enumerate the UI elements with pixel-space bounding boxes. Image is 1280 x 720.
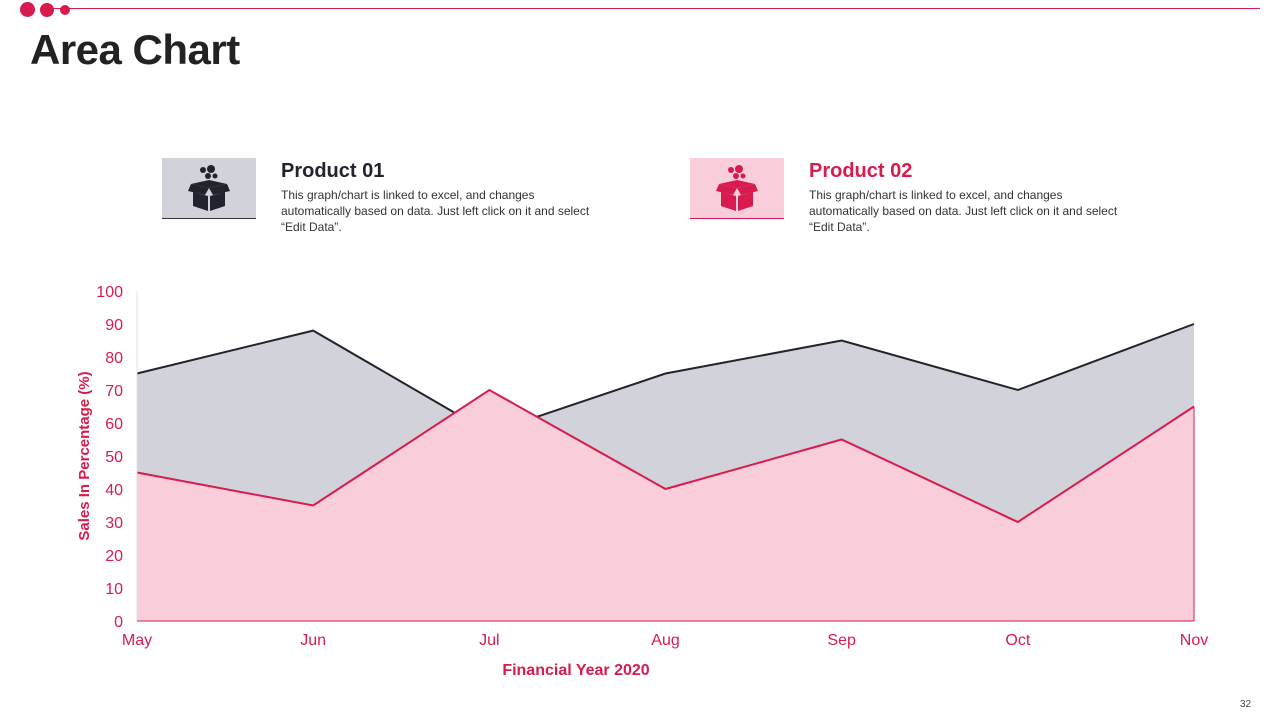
x-tick-label: Oct	[1005, 632, 1030, 649]
legend-underline	[690, 218, 784, 219]
top-decoration	[20, 2, 1280, 20]
header-rule	[50, 8, 1260, 9]
x-tick-label: Nov	[1180, 632, 1208, 649]
y-tick-label: 40	[105, 482, 123, 499]
legend-icon-box	[162, 158, 256, 218]
legend-icon-box	[690, 158, 784, 218]
y-tick-label: 100	[96, 284, 123, 301]
decoration-dot	[40, 3, 54, 17]
series-line-product-01	[136, 323, 1195, 434]
legend-description: This graph/chart is linked to excel, and…	[809, 188, 1118, 234]
x-tick-label: Sep	[827, 632, 856, 649]
y-tick-label: 50	[105, 449, 123, 466]
decoration-dot	[20, 2, 35, 17]
legend-title: Product 02	[809, 160, 913, 182]
page-title: Area Chart	[30, 26, 240, 73]
y-tick-label: 90	[105, 317, 123, 334]
x-tick-label: Jul	[479, 632, 499, 649]
open-box-icon	[188, 165, 230, 211]
legend-product-01: Product 01 This graph/chart is linked to…	[162, 158, 612, 238]
legend-product-02: Product 02 This graph/chart is linked to…	[690, 158, 1140, 238]
y-tick-label: 10	[105, 581, 123, 598]
y-tick-label: 70	[105, 383, 123, 400]
y-tick-label: 80	[105, 350, 123, 367]
y-tick-label: 60	[105, 416, 123, 433]
x-axis-label: Financial Year 2020	[502, 662, 649, 679]
page-number: 32	[1240, 699, 1252, 710]
series-line-product-02	[136, 388, 1195, 524]
open-box-icon	[716, 165, 758, 211]
legend-underline	[162, 218, 256, 219]
x-tick-label: Jun	[300, 632, 326, 649]
x-tick-label: May	[122, 632, 152, 649]
y-axis-label: Sales In Percentage (%)	[76, 371, 93, 540]
decoration-dot	[60, 5, 70, 15]
legend-description: This graph/chart is linked to excel, and…	[281, 188, 590, 234]
y-tick-label: 0	[114, 614, 123, 631]
x-tick-label: Aug	[651, 632, 679, 649]
y-tick-label: 30	[105, 515, 123, 532]
y-tick-label: 20	[105, 548, 123, 565]
legend-title: Product 01	[281, 160, 385, 182]
